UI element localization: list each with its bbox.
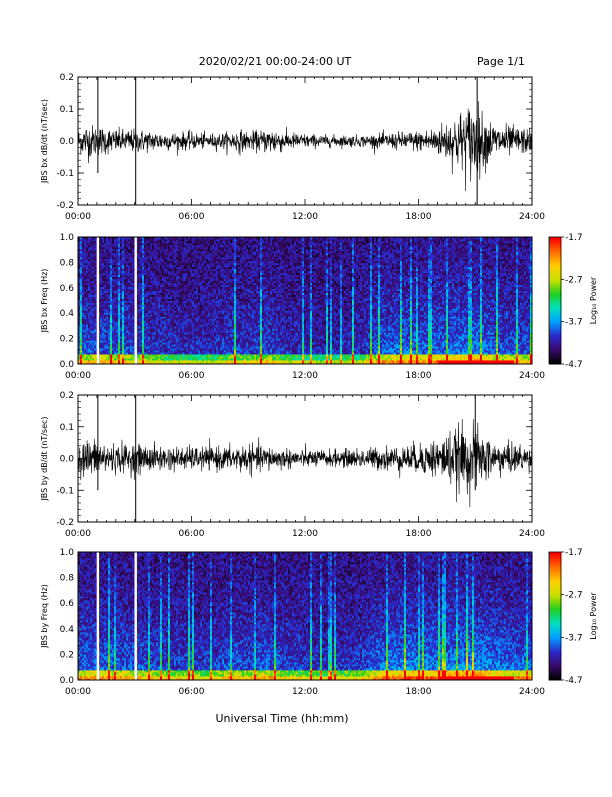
panel-2-axes: 00:00 06:00 12:00 18:00 24:00 0.0 0.2 0.4 0.6 0.8… <box>40 233 598 381</box>
x-tick-label: 18:00 <box>406 212 432 222</box>
y-tick-label: 0.1 <box>60 105 74 115</box>
y-tick-label: 0.6 <box>60 284 75 294</box>
x-axis-label: Universal Time (hh:mm) <box>216 712 349 725</box>
y-tick-label: 0.2 <box>60 73 74 83</box>
panels-group: 00:00 06:00 12:00 18:00 24:00 -0.2 -0.1 0.0 0.1 0… <box>40 73 598 697</box>
x-tick-label: 00:00 <box>65 212 91 222</box>
x-tick-label: 18:00 <box>406 371 432 381</box>
y-tick-label: 0.8 <box>60 258 75 268</box>
x-tick-label: 12:00 <box>292 212 318 222</box>
y-axis-label: JBS bx dB/dt (nT/sec) <box>40 99 49 184</box>
page-indicator: Page 1/1 <box>477 55 525 68</box>
y-tick-label: 0.0 <box>60 360 75 370</box>
x-tick-label: 00:00 <box>65 371 91 381</box>
x-tick-label: 24:00 <box>519 212 545 222</box>
y-tick-label: 0.0 <box>60 137 75 147</box>
y-axis-label: JBS bx Freq (Hz) <box>40 269 49 334</box>
y-tick-label: 1.0 <box>60 233 75 243</box>
x-tick-label: 24:00 <box>519 371 545 381</box>
panel-1-axes: 00:00 06:00 12:00 18:00 24:00 -0.2 -0.1 0.0 0.1 0… <box>40 73 545 222</box>
x-tick-label: 06:00 <box>179 371 205 381</box>
y-tick-label: -0.1 <box>56 169 74 179</box>
x-tick-label: 06:00 <box>179 212 205 222</box>
y-tick-label: -0.2 <box>56 201 74 211</box>
db-dt-trace <box>78 101 532 191</box>
y-tick-label: 0.4 <box>60 309 75 319</box>
spectrogram-cells <box>78 237 532 364</box>
date-range-title: 2020/02/21 00:00-24:00 UT <box>199 55 352 68</box>
x-tick-label: 12:00 <box>292 371 318 381</box>
y-tick-label: 0.2 <box>60 335 74 345</box>
